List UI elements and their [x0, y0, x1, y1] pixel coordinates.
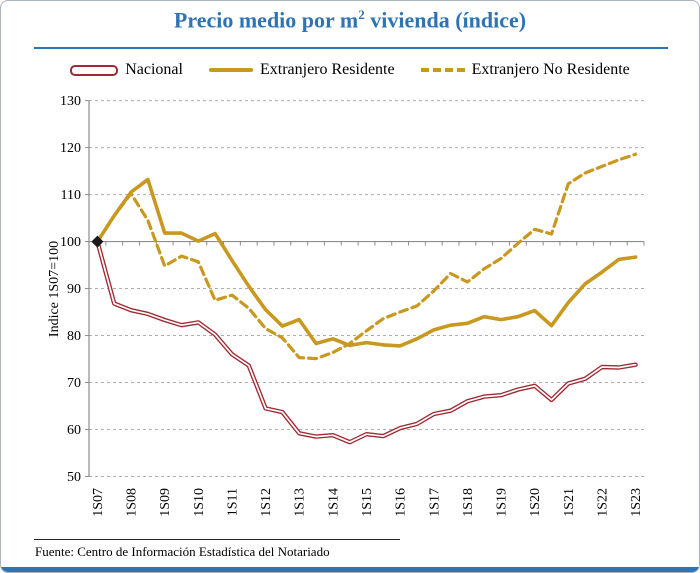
svg-text:1S12: 1S12 [259, 488, 274, 517]
svg-text:50: 50 [67, 470, 81, 485]
svg-text:1S15: 1S15 [360, 488, 375, 517]
svg-text:80: 80 [67, 329, 81, 344]
svg-text:60: 60 [67, 423, 81, 438]
svg-text:1S22: 1S22 [595, 488, 610, 517]
svg-text:70: 70 [67, 376, 81, 391]
svg-text:1S14: 1S14 [326, 488, 341, 517]
series-nacional [95, 239, 638, 445]
svg-text:1S17: 1S17 [427, 488, 442, 517]
svg-text:1S16: 1S16 [394, 488, 409, 517]
nacional-line-swatch-icon [70, 64, 119, 76]
legend-label-nacional: Nacional [125, 61, 183, 78]
svg-text:1S20: 1S20 [528, 488, 543, 517]
svg-text:120: 120 [60, 141, 81, 156]
svg-text:Indice 1S07=100: Indice 1S07=100 [47, 241, 62, 337]
chart-title: Precio medio por m2 vivienda (índice) [173, 7, 527, 33]
svg-text:1S18: 1S18 [461, 488, 476, 517]
source-note: Fuente: Centro de Información Estadístic… [35, 544, 330, 559]
svg-text:1S19: 1S19 [495, 488, 510, 517]
x-axis-line [88, 240, 645, 246]
y-axis-labels: 50 60 70 80 90 100 110 120 130 [60, 94, 81, 485]
series-extranjero-residente [95, 177, 638, 348]
svg-text:1S11: 1S11 [225, 488, 240, 516]
svg-text:1S10: 1S10 [192, 488, 207, 517]
extranjero-residente-line-swatch-icon [208, 68, 253, 72]
y-axis-title: Indice 1S07=100 [47, 241, 62, 337]
legend-item-extranjero-no-residente: Extranjero No Residente [420, 61, 630, 79]
y-axis [85, 100, 90, 477]
svg-text:1S07: 1S07 [91, 488, 106, 517]
footer-divider [34, 539, 400, 540]
svg-text:1S23: 1S23 [629, 488, 644, 517]
legend-item-extranjero-residente: Extranjero Residente [208, 61, 395, 79]
chart-legend: Nacional Extranjero Residente Extranjero… [1, 61, 699, 79]
svg-text:1S21: 1S21 [562, 488, 577, 517]
title-superscript: 2 [358, 7, 365, 22]
legend-item-nacional: Nacional [70, 61, 183, 79]
svg-text:1S13: 1S13 [293, 488, 308, 517]
extranjero-no-residente-line-swatch-icon [420, 68, 465, 72]
svg-text:1S09: 1S09 [158, 488, 173, 517]
legend-label-extranjero-residente: Extranjero Residente [259, 61, 395, 78]
x-axis-labels: 1S07 1S08 1S09 1S10 1S11 1S12 1S13 1S14 1S15 1S16… [91, 488, 644, 517]
svg-text:1S08: 1S08 [125, 488, 140, 517]
legend-label-extranjero-no-residente: Extranjero No Residente [471, 61, 630, 78]
svg-text:90: 90 [67, 282, 81, 297]
title-divider [34, 47, 668, 49]
svg-text:130: 130 [60, 94, 81, 109]
start-diamond-marker [91, 235, 104, 248]
series-extranjero-no-residente [95, 152, 638, 361]
svg-text:100: 100 [60, 235, 81, 250]
svg-text:110: 110 [61, 188, 81, 203]
bottom-accent-bar [1, 567, 699, 572]
gridlines [89, 100, 644, 477]
